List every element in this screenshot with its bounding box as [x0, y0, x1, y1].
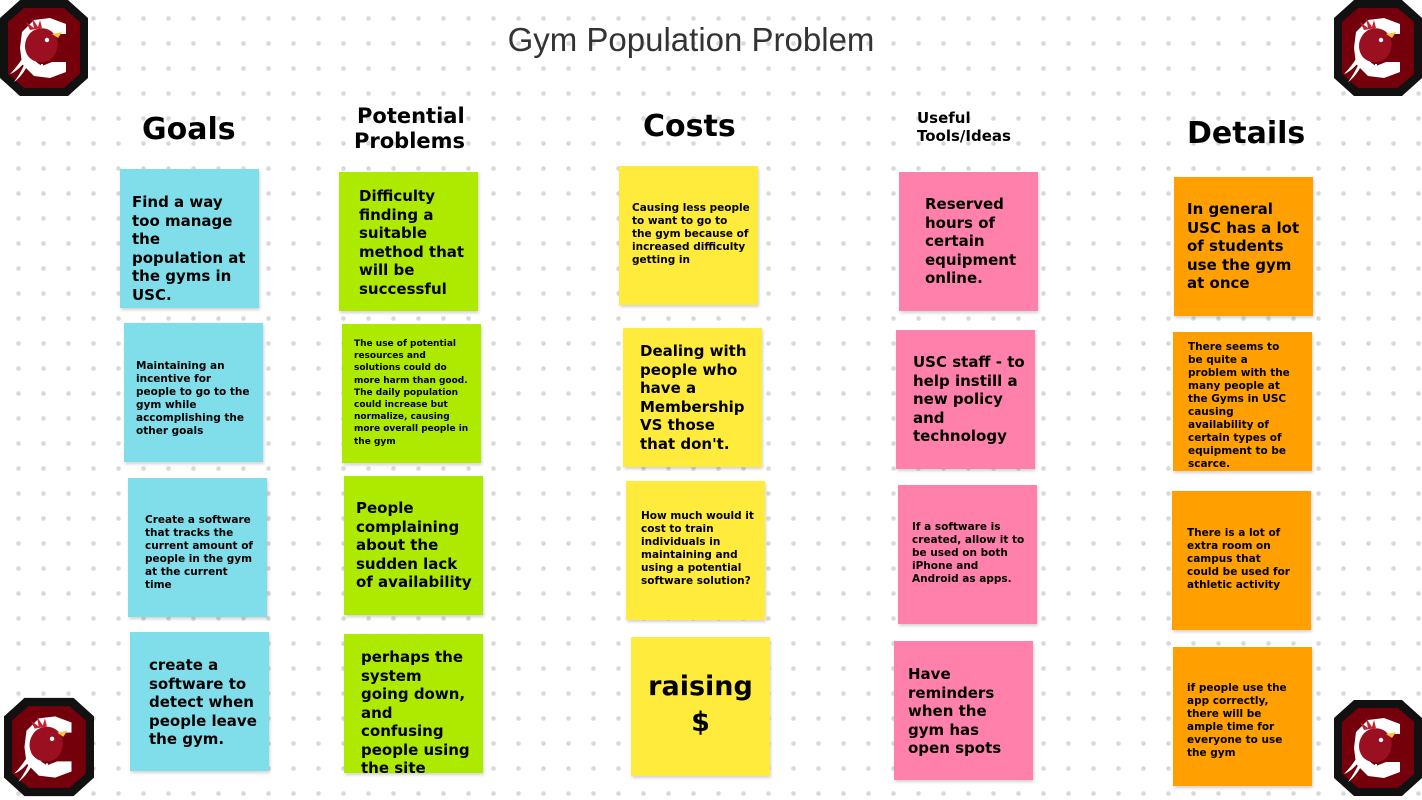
heading-line: Useful	[917, 109, 971, 127]
sticky-note[interactable]: Have reminders when the gym has open spo…	[894, 641, 1033, 780]
sticky-note[interactable]: raising $	[631, 637, 770, 776]
potential-problems-heading: Potential Problems	[354, 104, 465, 154]
sticky-note[interactable]: If a software is created, allow it to be…	[898, 485, 1037, 624]
sticky-note[interactable]: Find a way too manage the population at …	[120, 169, 259, 308]
sticky-note[interactable]: USC staff - to help instill a new policy…	[896, 330, 1035, 469]
sticky-note[interactable]: Reserved hours of certain equipment onli…	[899, 172, 1038, 311]
sticky-note[interactable]: The use of potential resources and solut…	[342, 324, 481, 463]
sticky-note[interactable]: Maintaining an incentive for people to g…	[124, 323, 263, 462]
note-text: USC staff - to help instill a new policy…	[913, 353, 1025, 445]
note-text: Create a software that tracks the curren…	[145, 514, 253, 591]
gamecock-logo-icon	[4, 697, 94, 797]
sticky-note[interactable]: Difficulty finding a suitable method tha…	[339, 172, 478, 311]
note-text: How much would it cost to train individu…	[641, 510, 754, 587]
note-text: Have reminders when the gym has open spo…	[908, 665, 1002, 757]
sticky-note[interactable]: create a software to detect when people …	[130, 632, 269, 771]
note-text: raising $	[648, 671, 753, 738]
board-title: Gym Population Problem	[507, 21, 875, 58]
heading-line: Problems	[354, 129, 466, 153]
useful-tools-heading: Useful Tools/Ideas	[917, 109, 1011, 145]
gamecock-logo-icon	[1334, 699, 1422, 797]
note-text: Causing less people to want to go to the…	[632, 202, 750, 266]
sticky-note[interactable]: perhaps the system going down, and confu…	[344, 634, 483, 773]
note-text: The use of potential resources and solut…	[354, 339, 469, 447]
note-text: There is a lot of extra room on campus t…	[1187, 527, 1290, 591]
note-text: Difficulty finding a suitable method tha…	[359, 187, 465, 298]
sticky-note[interactable]: There is a lot of extra room on campus t…	[1172, 491, 1311, 630]
note-text: create a software to detect when people …	[149, 656, 257, 748]
sticky-note[interactable]: Dealing with people who have a Membershi…	[623, 328, 762, 467]
sticky-note[interactable]: People complaining about the sudden lack…	[344, 476, 483, 615]
sticky-note[interactable]: How much would it cost to train individu…	[626, 481, 765, 620]
sticky-note[interactable]: There seems to be quite a problem with t…	[1173, 332, 1312, 471]
note-text: If a software is created, allow it to be…	[912, 521, 1025, 585]
gamecock-logo-icon	[1334, 0, 1422, 96]
note-text: perhaps the system going down, and confu…	[361, 648, 470, 773]
note-text: In general USC has a lot of students use…	[1187, 200, 1300, 292]
costs-heading: Costs	[643, 109, 736, 144]
sticky-note[interactable]: Create a software that tracks the curren…	[128, 478, 267, 617]
note-text: People complaining about the sudden lack…	[356, 499, 472, 591]
sticky-note[interactable]: if people use the app correctly, there w…	[1173, 647, 1312, 786]
note-text: Find a way too manage the population at …	[132, 193, 246, 304]
note-text: Dealing with people who have a Membershi…	[640, 342, 747, 453]
sticky-note[interactable]: Causing less people to want to go to the…	[619, 166, 758, 305]
sticky-note[interactable]: In general USC has a lot of students use…	[1174, 177, 1313, 316]
note-text: Maintaining an incentive for people to g…	[136, 360, 250, 437]
heading-line: Potential	[357, 104, 465, 128]
details-heading: Details	[1187, 116, 1306, 151]
note-text: There seems to be quite a problem with t…	[1188, 341, 1290, 470]
note-text: if people use the app correctly, there w…	[1187, 682, 1287, 759]
goals-heading: Goals	[142, 112, 236, 147]
heading-line: Tools/Ideas	[917, 127, 1011, 145]
note-text: Reserved hours of certain equipment onli…	[925, 195, 1017, 287]
gamecock-logo-icon	[0, 0, 88, 96]
